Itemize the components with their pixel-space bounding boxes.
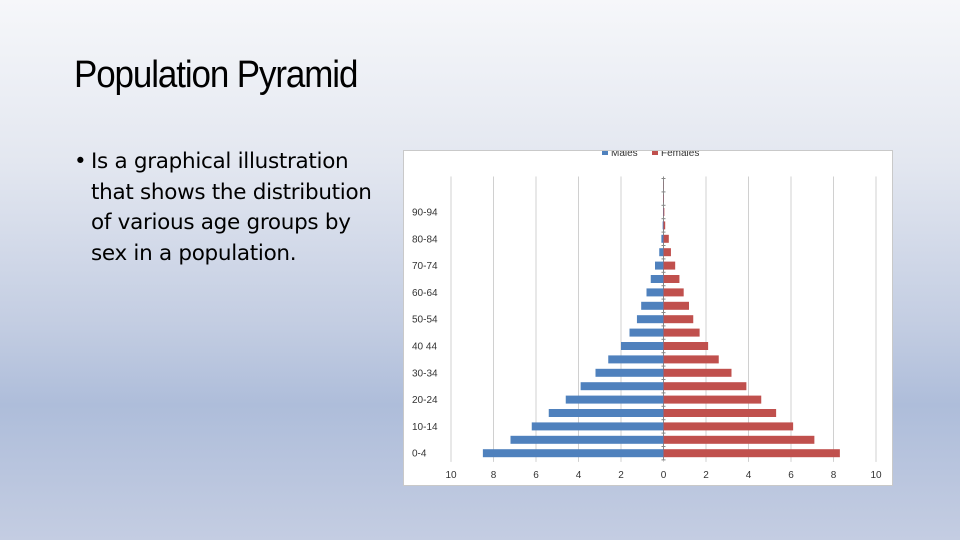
bar-males [659,248,664,257]
slide-title: Population Pyramid [74,54,358,96]
bar-males [650,275,664,283]
bullet-point: • Is a graphical illustration that shows… [74,147,374,269]
bar-females [663,409,777,417]
x-tick-label: 2 [618,470,624,481]
x-tick-label: 10 [445,470,457,481]
bar-males [661,234,664,243]
y-tick-label: 30-34 [412,368,438,379]
bar-males [531,422,664,431]
y-tick-label: 60-64 [412,288,438,299]
bar-females [663,328,700,337]
bar-females [663,342,709,350]
x-tick-label: 0 [661,470,667,481]
bar-females [663,368,732,377]
y-tick-label: 70-74 [412,261,438,272]
bar-males [482,449,664,458]
bar-females [663,248,671,257]
bar-females [663,221,666,230]
bar-males [608,355,664,364]
x-tick-label: 8 [831,470,837,481]
bar-males [629,328,664,337]
bar-females [663,355,719,364]
x-tick-label: 6 [533,470,539,481]
legend-label-males: Males [611,151,638,159]
bar-females [663,275,680,283]
bar-females [663,301,689,310]
x-tick-label: 10 [870,470,882,481]
y-tick-label: 90-94 [412,208,438,219]
bar-males [636,315,664,324]
bar-males [548,409,664,417]
bar-males [641,301,664,310]
bar-females [663,449,840,458]
bar-males [510,435,664,444]
chart-svg: 10 8 6 4 2 0 2 4 6 8 10 0-4 10-14 20-24 30-34 40 44 50-5… [412,151,882,481]
bar-females [663,261,676,270]
bar-females [663,382,747,391]
bar-males [646,288,664,297]
bullet-marker: • [74,149,87,174]
x-tick-label: 2 [703,470,709,481]
y-tick-label: 0-4 [412,449,427,460]
x-tick-label: 4 [576,470,582,481]
bar-females [663,315,694,324]
y-tick-label: 50-54 [412,315,438,326]
bar-males [595,368,664,377]
y-tick-label: 80-84 [412,234,438,245]
bullet-text: Is a graphical illustration that shows t… [91,149,372,266]
bar-females [663,208,665,216]
population-pyramid-chart: 10 8 6 4 2 0 2 4 6 8 10 0-4 10-14 20-24 30-34 40 44 50-5… [403,150,893,486]
x-tick-label: 4 [746,470,752,481]
legend-swatch-males [602,151,608,155]
y-tick-label: 10-14 [412,422,438,433]
legend-swatch-females [652,151,658,155]
y-tick-label: 40 44 [412,342,437,353]
bar-males [662,221,664,230]
bar-females [663,422,794,431]
bar-females [663,234,669,243]
x-tick-label: 8 [491,470,497,481]
bar-males [565,395,664,404]
bar-males [621,342,664,350]
x-tick-label: 6 [788,470,794,481]
bar-females [663,288,684,297]
bar-females [663,395,762,404]
legend-label-females: Females [661,151,699,159]
y-tick-label: 20-24 [412,395,438,406]
bar-males [655,261,664,270]
bar-males [580,382,664,391]
bar-females [663,435,815,444]
